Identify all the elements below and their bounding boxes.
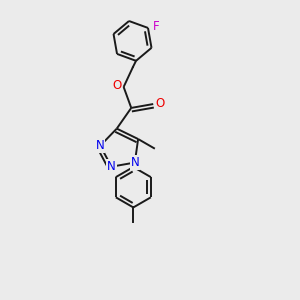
Text: N: N — [107, 160, 116, 173]
Text: O: O — [155, 97, 164, 110]
Text: N: N — [96, 139, 105, 152]
Text: O: O — [112, 79, 122, 92]
Text: F: F — [153, 20, 159, 33]
Text: N: N — [130, 156, 139, 169]
